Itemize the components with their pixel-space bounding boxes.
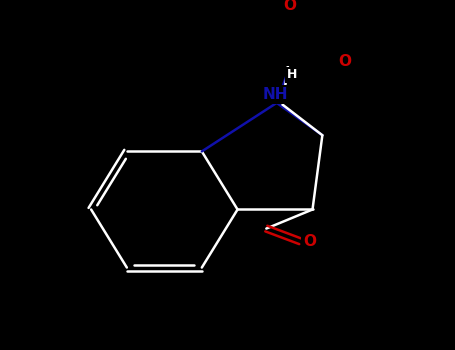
Text: H: H (287, 68, 297, 81)
Text: NH: NH (262, 87, 288, 102)
Text: O: O (283, 0, 296, 13)
Text: O: O (338, 54, 351, 69)
Text: O: O (303, 234, 316, 249)
